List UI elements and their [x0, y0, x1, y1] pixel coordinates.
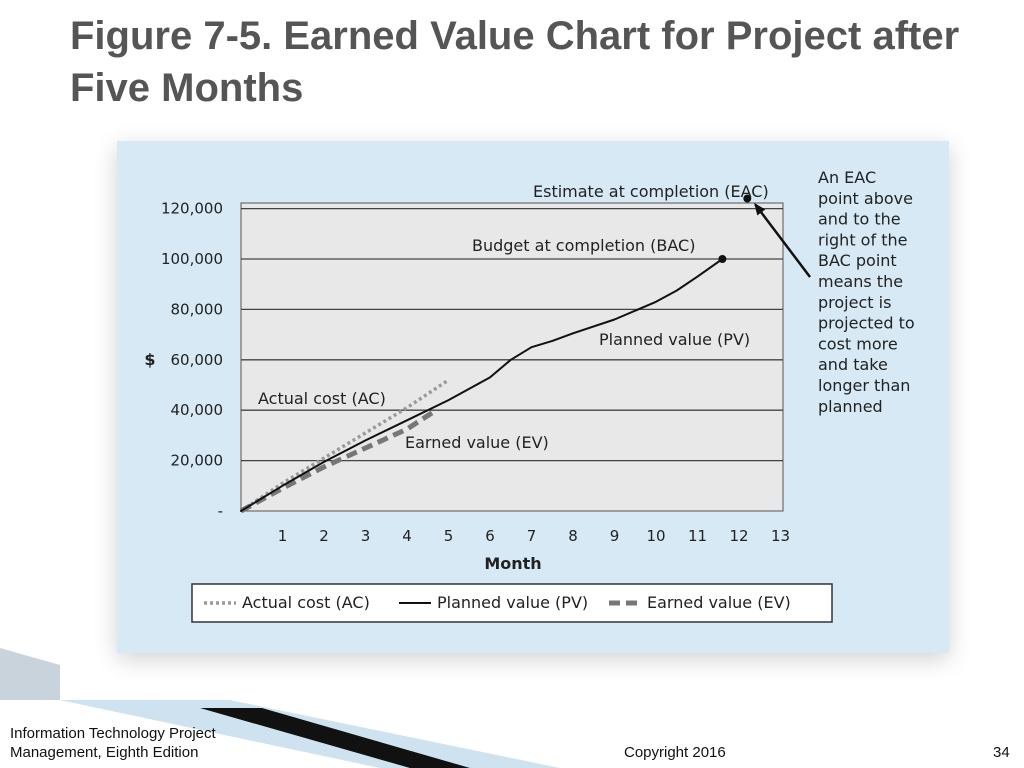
ev-label: Earned value (EV): [405, 433, 549, 452]
bac-point: [718, 255, 727, 263]
footer-stripe-light: [0, 648, 60, 700]
x-axis-label: Month: [484, 554, 541, 573]
legend-box: [191, 583, 833, 623]
pv-label: Planned value (PV): [599, 330, 750, 349]
callout-line: and take: [818, 355, 888, 374]
callout-line: means the: [818, 272, 903, 291]
footer-book-line2: Management, Eighth Edition: [10, 744, 199, 761]
series-line-dashed: [239, 408, 438, 514]
x-tick-label: 2: [319, 527, 329, 545]
callout-line: longer than: [818, 376, 910, 395]
footer-copyright: Copyright 2016: [624, 744, 726, 761]
y-tick-label: -: [218, 502, 223, 520]
footer-book-title: Information Technology Project Managemen…: [10, 724, 216, 762]
callout-line: An EAC: [818, 168, 876, 187]
callout-line: projected to: [818, 314, 915, 333]
x-tick-label: 12: [729, 527, 748, 545]
eac-point: [743, 194, 752, 203]
x-tick-label: 10: [646, 527, 665, 545]
footer-book-line1: Information Technology Project: [10, 725, 216, 742]
x-tick-label: 11: [688, 527, 707, 545]
x-tick-label: 6: [485, 527, 495, 545]
y-tick-label: 120,000: [161, 200, 223, 218]
chart-panel: - 20,000 40,000 60,000 80,000 100,000 120,000 1…: [117, 141, 949, 653]
x-tick-label: 7: [527, 527, 537, 545]
callout-line: and to the: [818, 210, 901, 229]
x-tick-label: 9: [610, 527, 620, 545]
x-tick-label: 5: [444, 527, 454, 545]
callout-line: point above: [818, 189, 913, 208]
legend-label: Earned value (EV): [647, 593, 791, 612]
series-line-solid: [240, 258, 724, 512]
callout-line: planned: [818, 397, 883, 416]
legend-label: Planned value (PV): [437, 593, 588, 612]
callout-line: right of the: [818, 230, 907, 249]
y-axis-label: $: [144, 350, 155, 369]
y-tick-label: 20,000: [171, 452, 224, 470]
bac-label: Budget at completion (BAC): [472, 236, 695, 255]
earned-value-chart: - 20,000 40,000 60,000 80,000 100,000 120,000 1…: [144, 168, 915, 623]
footer-page-number: 34: [993, 744, 1010, 761]
x-tick-label: 8: [568, 527, 578, 545]
series-line-dotted: [240, 378, 450, 513]
eac-label: Estimate at completion (EAC): [533, 182, 769, 201]
x-tick-label: 1: [278, 527, 288, 545]
callout-arrow: [754, 202, 811, 278]
slide-title: Figure 7-5. Earned Value Chart for Proje…: [70, 14, 960, 110]
y-tick-label: 60,000: [171, 351, 224, 369]
x-tick-label: 13: [771, 527, 790, 545]
y-tick-label: 100,000: [161, 250, 223, 268]
y-tick-label: 40,000: [171, 401, 224, 419]
footer-stripe-dark: [200, 708, 470, 768]
eac-callout-text: An EAC point above and to the right of the B…: [818, 168, 915, 416]
x-tick-label: 4: [402, 527, 412, 545]
y-tick-label: 80,000: [171, 300, 224, 318]
callout-line: BAC point: [818, 251, 897, 270]
callout-line: project is: [818, 293, 891, 312]
callout-line: cost more: [818, 334, 898, 353]
legend-label: Actual cost (AC): [242, 593, 370, 612]
ac-label: Actual cost (AC): [258, 389, 386, 408]
plot-area-background: [240, 202, 784, 512]
x-tick-label: 3: [361, 527, 371, 545]
